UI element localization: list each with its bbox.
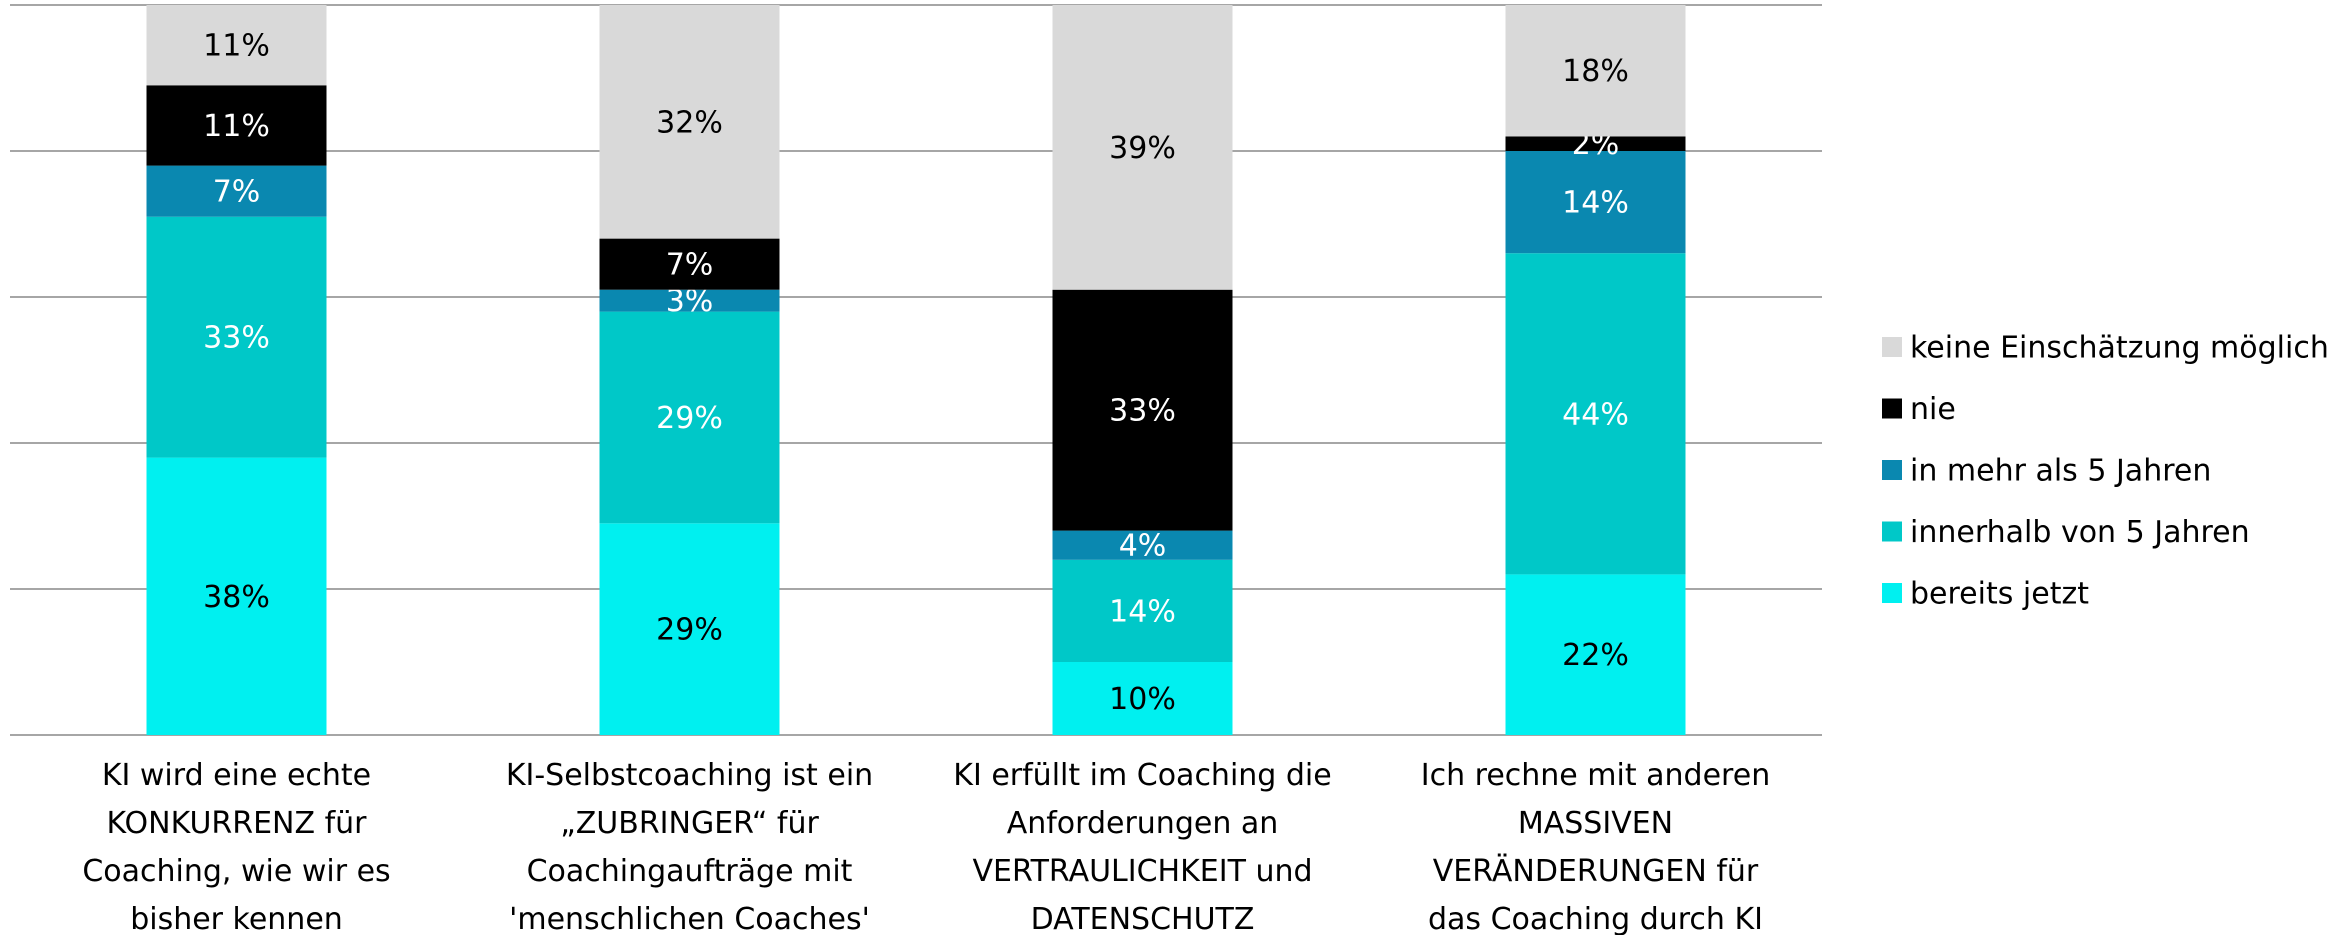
value-label: 39% xyxy=(1109,131,1176,166)
legend-swatch xyxy=(1882,337,1902,357)
bar-segment xyxy=(1505,136,1686,151)
bar-segment xyxy=(146,457,327,735)
value-label: 14% xyxy=(1562,186,1629,221)
bar-segment xyxy=(1052,289,1233,531)
value-label: 33% xyxy=(1109,394,1176,429)
value-label: 7% xyxy=(213,175,261,210)
bar-segment xyxy=(1505,5,1686,137)
bar-segment xyxy=(1505,253,1686,575)
bar-segment xyxy=(146,85,327,166)
bar-segment xyxy=(1052,530,1233,560)
x-tick-label: KI erfüllt im Coaching die Anforderungen… xyxy=(953,758,1332,935)
x-tick-label: KI wird eine echte KONKURRENZ für Coachi… xyxy=(82,758,391,935)
legend-label: keine Einschätzung möglich xyxy=(1910,331,2329,366)
legend-swatch xyxy=(1882,398,1902,419)
value-label: 18% xyxy=(1562,54,1629,89)
value-label: 29% xyxy=(656,401,723,436)
legend-swatch xyxy=(1882,521,1902,542)
value-label: 7% xyxy=(666,248,714,283)
value-label: 11% xyxy=(203,29,270,64)
bar-segment xyxy=(599,5,780,239)
value-label: 22% xyxy=(1562,638,1629,673)
bar-segment xyxy=(1505,151,1686,254)
legend-label: bereits jetzt xyxy=(1910,577,2089,612)
bar-segment xyxy=(599,523,780,735)
bar-segment xyxy=(1052,5,1233,290)
legend-label: innerhalb von 5 Jahren xyxy=(1910,515,2250,550)
bar-segment xyxy=(1505,574,1686,735)
value-label: 4% xyxy=(1119,529,1167,564)
bar-segment xyxy=(146,216,327,458)
value-label: 44% xyxy=(1562,397,1629,432)
value-label: 11% xyxy=(203,109,270,144)
value-label: 33% xyxy=(203,321,270,356)
bar-segment xyxy=(1052,662,1233,735)
legend-label: in mehr als 5 Jahren xyxy=(1910,454,2211,489)
value-label: 14% xyxy=(1109,594,1176,629)
value-label: 29% xyxy=(656,613,723,648)
bar-segment xyxy=(146,165,327,217)
bar-segment xyxy=(1052,559,1233,662)
value-label: 38% xyxy=(203,580,270,615)
legend-swatch xyxy=(1882,583,1902,603)
bar-segment xyxy=(599,238,780,290)
bar-segment xyxy=(146,5,327,86)
value-label: 32% xyxy=(656,105,723,140)
value-label: 10% xyxy=(1109,682,1176,717)
bar-segment xyxy=(599,289,780,312)
legend-swatch xyxy=(1882,460,1902,480)
legend-label: nie xyxy=(1910,392,1956,427)
value-label: 3% xyxy=(666,284,714,319)
x-tick-label: KI-Selbstcoaching ist ein „ZUBRINGER“ fü… xyxy=(505,758,874,935)
x-tick-label: Ich rechne mit anderen MASSIVEN VERÄNDER… xyxy=(1420,758,1771,935)
bar-segment xyxy=(599,311,780,524)
